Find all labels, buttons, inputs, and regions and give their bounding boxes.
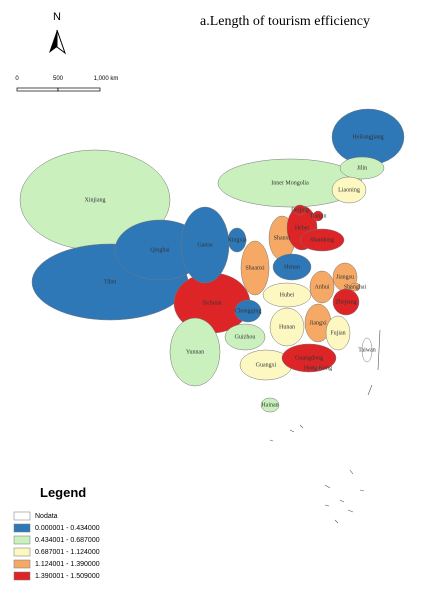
legend-swatch (13, 559, 31, 569)
province-label: Tibet (104, 279, 117, 285)
scale-label: 1,000 km (94, 76, 119, 82)
province-label: Hebei (295, 225, 310, 231)
province-label: Gansu (197, 242, 212, 248)
province-label: Yunnan (186, 349, 204, 355)
province-label: Hong Kong (304, 365, 332, 371)
province (169, 317, 221, 387)
province-label: Shanghai (344, 284, 367, 290)
province-label: Guizhou (235, 334, 256, 340)
scale-bar: 0 500 1,000 km (15, 76, 119, 92)
province-label: Sichuan (202, 300, 221, 306)
province-label: Chongqing (235, 308, 262, 314)
north-arrow: N (49, 11, 67, 55)
province-label: Hunan (279, 324, 295, 330)
province-label: Liaoning (338, 187, 360, 193)
province (361, 337, 373, 363)
province (299, 228, 345, 252)
legend-label: 0.434001 - 0.687000 (35, 537, 100, 544)
legend-swatch (13, 535, 31, 545)
map-title: a.Length of tourism efficiency (200, 14, 370, 29)
province-label: Anhui (315, 284, 330, 290)
province-label: Heilongjiang (352, 134, 383, 140)
province-label: Qinghai (150, 247, 170, 253)
legend-swatch (13, 523, 31, 533)
province-label: Shandong (310, 237, 334, 243)
province-label: Ningxia (227, 237, 247, 243)
province (272, 253, 312, 281)
legend-label: 0.687001 - 1.124000 (35, 549, 100, 556)
province-label: Taiwan (358, 347, 376, 353)
province (224, 323, 266, 351)
province-label: Tianjin (309, 213, 326, 219)
legend-label: 1.390001 - 1.509000 (35, 573, 100, 580)
province (331, 176, 367, 204)
legend: Legend Nodata 0.000001 - 0.434000 0.434001… (13, 485, 100, 581)
province (339, 156, 385, 180)
province-label: Shaanxi (245, 265, 265, 271)
province-label: Inner Mongolia (271, 180, 309, 186)
province (281, 343, 337, 373)
province (269, 307, 305, 347)
province (234, 299, 262, 323)
province (349, 282, 361, 292)
province-label: Jiangsu (336, 274, 354, 280)
province (314, 365, 322, 371)
province-label: Hubei (280, 292, 295, 298)
legend-swatch (13, 547, 31, 557)
province (312, 210, 324, 222)
province-label: Jilin (357, 165, 367, 171)
province-label: Shanxi (274, 235, 291, 241)
province (293, 204, 307, 216)
north-label: N (53, 11, 61, 23)
legend-title: Legend (40, 485, 86, 500)
scale-label: 0 (15, 76, 19, 82)
province-label: Zhejiang (335, 299, 356, 305)
province-label: Guangdong (295, 355, 323, 361)
scale-label: 500 (53, 76, 64, 82)
province (309, 270, 335, 304)
province (325, 315, 351, 351)
province-label: Henan (284, 264, 300, 270)
province-label: Guangxi (256, 362, 277, 368)
legend-label: Nodata (35, 513, 58, 520)
legend-swatch (13, 571, 31, 581)
legend-label: 1.124001 - 1.390000 (35, 561, 100, 568)
province-label: Beijing (291, 207, 309, 213)
legend-swatch (13, 511, 31, 521)
province (260, 397, 280, 413)
legend-label: 0.000001 - 0.434000 (35, 525, 100, 532)
province (240, 240, 270, 296)
province-label: Hainan (261, 402, 278, 408)
south-sea-islands (269, 329, 381, 524)
provinces: Xinjiang Tibet Inner Mongolia Heilongjiang Q… (19, 108, 405, 413)
province-label: Fujian (330, 330, 345, 336)
province (262, 282, 312, 308)
province-label: Xinjiang (85, 197, 106, 203)
province (332, 288, 360, 316)
province (227, 227, 247, 253)
province-label: Jiangxi (309, 320, 327, 326)
